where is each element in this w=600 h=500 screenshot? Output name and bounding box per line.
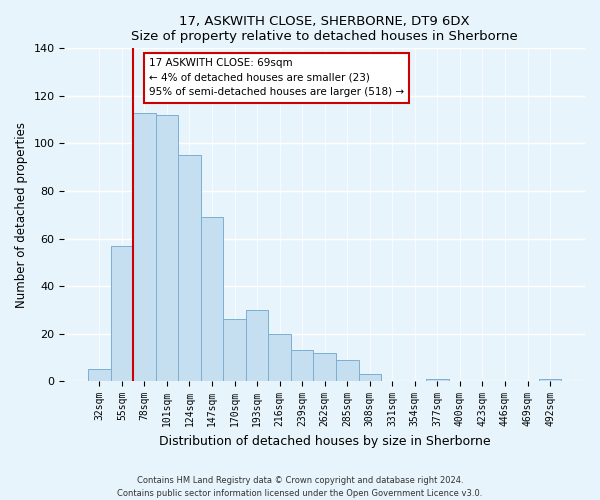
Bar bbox=[426, 379, 449, 381]
Bar bbox=[201, 217, 223, 381]
Bar bbox=[313, 352, 336, 381]
Bar bbox=[359, 374, 381, 381]
Bar bbox=[223, 320, 246, 381]
Y-axis label: Number of detached properties: Number of detached properties bbox=[15, 122, 28, 308]
Bar bbox=[88, 370, 110, 381]
Bar bbox=[178, 156, 201, 381]
Bar bbox=[336, 360, 359, 381]
X-axis label: Distribution of detached houses by size in Sherborne: Distribution of detached houses by size … bbox=[159, 434, 491, 448]
Title: 17, ASKWITH CLOSE, SHERBORNE, DT9 6DX
Size of property relative to detached hous: 17, ASKWITH CLOSE, SHERBORNE, DT9 6DX Si… bbox=[131, 15, 518, 43]
Bar bbox=[539, 379, 562, 381]
Text: 17 ASKWITH CLOSE: 69sqm
← 4% of detached houses are smaller (23)
95% of semi-det: 17 ASKWITH CLOSE: 69sqm ← 4% of detached… bbox=[149, 58, 404, 98]
Bar bbox=[110, 246, 133, 381]
Bar bbox=[133, 112, 155, 381]
Bar bbox=[268, 334, 291, 381]
Bar bbox=[246, 310, 268, 381]
Bar bbox=[155, 115, 178, 381]
Text: Contains HM Land Registry data © Crown copyright and database right 2024.
Contai: Contains HM Land Registry data © Crown c… bbox=[118, 476, 482, 498]
Bar bbox=[291, 350, 313, 381]
